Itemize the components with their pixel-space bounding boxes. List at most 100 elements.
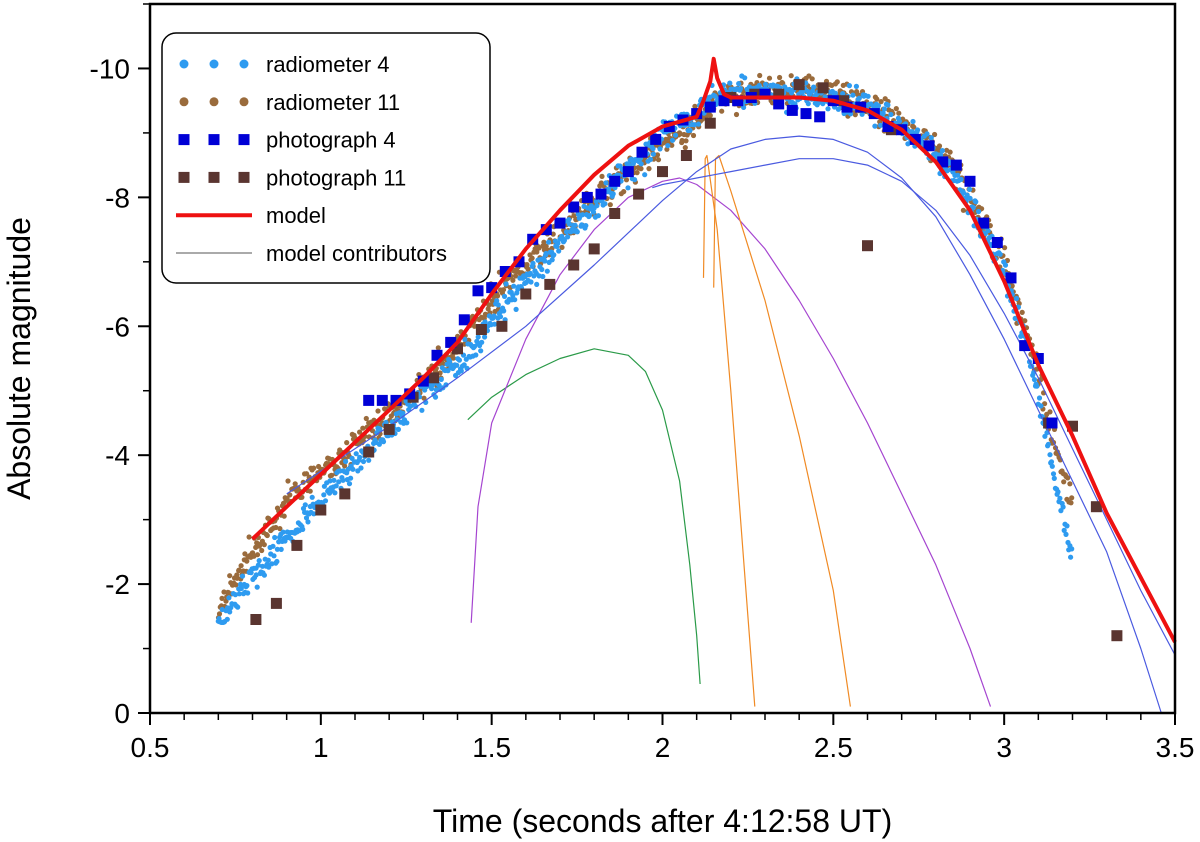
- data-point-radiometer-4: [300, 526, 306, 533]
- data-square-photograph-4: [923, 140, 935, 152]
- data-point-radiometer-11: [607, 202, 613, 208]
- data-point-radiometer-11: [223, 598, 229, 604]
- data-point-radiometer-4: [534, 281, 540, 287]
- data-square-photograph-4: [431, 349, 443, 361]
- data-square-photograph-11: [793, 79, 805, 91]
- y-tick-label: -6: [105, 311, 130, 342]
- data-square-photograph-4: [390, 394, 402, 406]
- data-point-radiometer-4: [528, 279, 534, 285]
- data-point-radiometer-4: [331, 477, 337, 483]
- data-point-radiometer-4: [235, 604, 241, 610]
- data-square-photograph-4: [581, 191, 593, 203]
- data-point-radiometer-4: [756, 82, 762, 89]
- data-point-radiometer-11: [529, 255, 535, 261]
- data-point-radiometer-4: [482, 334, 488, 340]
- data-square-photograph-4: [882, 121, 894, 132]
- x-tick-label: 3: [996, 732, 1012, 763]
- data-square-photograph-11: [383, 423, 395, 435]
- data-point-radiometer-4: [1045, 441, 1051, 447]
- data-point-radiometer-4: [549, 257, 555, 263]
- data-point-radiometer-11: [1009, 283, 1015, 289]
- legend-label-radiometer-4: radiometer 4: [266, 52, 390, 77]
- legend-marker-radiometer-11: [209, 97, 219, 107]
- data-point-radiometer-4: [462, 336, 468, 342]
- legend-label-model: model: [266, 203, 326, 228]
- data-point-radiometer-4: [1068, 554, 1074, 560]
- data-point-radiometer-4: [1063, 531, 1069, 538]
- data-point-radiometer-4: [302, 502, 308, 508]
- data-point-radiometer-4: [820, 101, 826, 107]
- data-point-radiometer-4: [376, 441, 382, 447]
- data-point-radiometer-4: [1055, 489, 1061, 495]
- data-point-radiometer-4: [540, 273, 546, 280]
- data-point-radiometer-11: [238, 563, 244, 569]
- legend-marker-photograph-11: [178, 171, 190, 183]
- data-point-radiometer-4: [512, 297, 518, 303]
- line-contributor-green: [467, 348, 701, 685]
- data-point-radiometer-4: [237, 581, 244, 588]
- data-point-radiometer-4: [245, 590, 251, 596]
- data-square-photograph-11: [475, 324, 487, 335]
- data-point-radiometer-11: [947, 149, 953, 155]
- data-point-radiometer-4: [840, 91, 846, 97]
- data-point-radiometer-11: [834, 79, 840, 85]
- series-contributor-green: [467, 348, 701, 685]
- data-point-radiometer-11: [1065, 475, 1071, 481]
- data-point-radiometer-4: [964, 192, 970, 198]
- data-square-photograph-11: [862, 240, 873, 252]
- x-tick-label: 1.5: [472, 732, 511, 763]
- data-point-radiometer-4: [227, 609, 233, 615]
- data-square-photograph-4: [704, 101, 716, 113]
- data-point-radiometer-4: [939, 148, 946, 154]
- data-square-photograph-4: [1019, 340, 1031, 352]
- x-tick-label: 0.5: [131, 732, 170, 763]
- data-square-photograph-11: [657, 166, 668, 178]
- data-point-radiometer-4: [915, 127, 921, 133]
- data-point-radiometer-11: [654, 152, 661, 158]
- data-square-photograph-4: [417, 375, 429, 387]
- data-point-radiometer-11: [788, 73, 794, 79]
- data-point-radiometer-4: [1061, 527, 1067, 534]
- data-square-photograph-4: [732, 95, 744, 107]
- legend-item-radiometer-11: radiometer 11: [179, 90, 400, 115]
- data-point-radiometer-4: [501, 293, 508, 299]
- data-point-radiometer-4: [327, 478, 333, 484]
- data-point-radiometer-4: [669, 137, 676, 143]
- data-point-radiometer-11: [534, 249, 540, 255]
- data-point-radiometer-4: [580, 212, 586, 218]
- data-point-radiometer-4: [985, 228, 991, 234]
- data-point-radiometer-4: [997, 251, 1003, 257]
- data-square-photograph-4: [445, 336, 457, 348]
- data-point-radiometer-4: [265, 557, 271, 563]
- data-point-radiometer-4: [348, 475, 354, 481]
- data-point-radiometer-4: [885, 102, 891, 108]
- data-point-radiometer-4: [475, 334, 481, 340]
- legend-marker-radiometer-4: [239, 59, 249, 69]
- data-point-radiometer-4: [1048, 459, 1055, 465]
- data-point-radiometer-11: [757, 72, 763, 79]
- data-square-photograph-11: [496, 320, 508, 332]
- legend-marker-photograph-11: [208, 171, 220, 183]
- data-point-radiometer-4: [447, 358, 453, 364]
- data-point-radiometer-4: [274, 546, 280, 552]
- legend-marker-radiometer-4: [209, 59, 219, 69]
- data-point-radiometer-4: [650, 146, 656, 152]
- data-point-radiometer-11: [486, 302, 492, 308]
- data-point-radiometer-4: [244, 583, 250, 589]
- data-point-radiometer-4: [938, 152, 944, 158]
- data-point-radiometer-11: [500, 287, 507, 293]
- data-point-radiometer-11: [1047, 409, 1053, 415]
- data-point-radiometer-4: [346, 481, 353, 487]
- data-square-photograph-4: [609, 175, 621, 187]
- data-point-radiometer-4: [905, 141, 911, 147]
- data-square-photograph-11: [544, 278, 556, 290]
- data-point-radiometer-11: [233, 582, 239, 588]
- data-square-photograph-4: [786, 104, 798, 116]
- data-point-radiometer-4: [566, 221, 572, 227]
- data-point-radiometer-4: [226, 595, 232, 601]
- data-point-radiometer-11: [719, 108, 725, 114]
- data-point-radiometer-4: [958, 176, 964, 182]
- data-point-radiometer-4: [270, 543, 276, 549]
- data-point-radiometer-4: [353, 451, 359, 457]
